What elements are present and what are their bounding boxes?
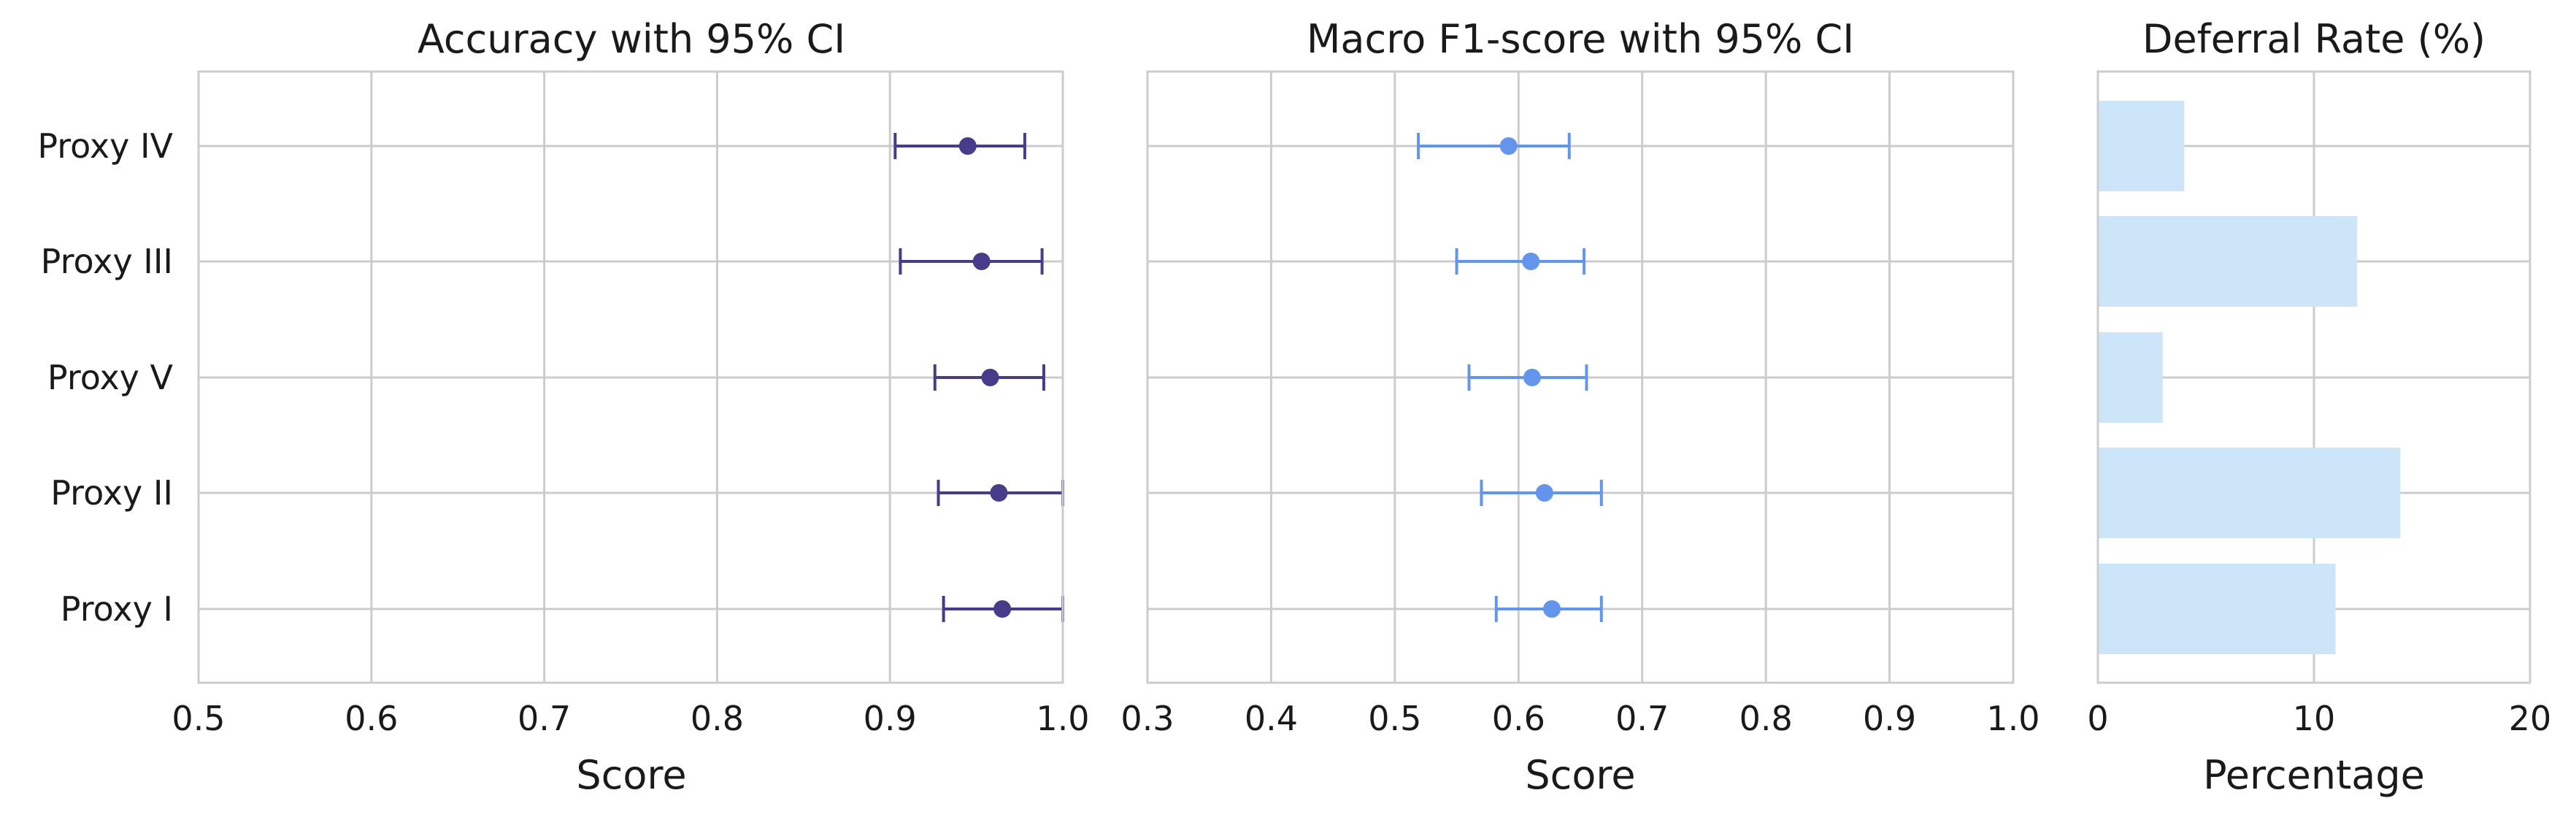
- deferral-rate-bar: [2098, 448, 2401, 538]
- accuracy-title: Accuracy with 95% CI: [418, 16, 845, 62]
- macro-f1-point: [1499, 137, 1518, 155]
- accuracy-point: [981, 369, 999, 386]
- category-label: Proxy I: [61, 589, 173, 629]
- macro-f1-xtick-label: 0.4: [1245, 699, 1298, 738]
- macro-f1-xtick-label: 0.9: [1863, 699, 1916, 738]
- accuracy-axes-frame: [197, 70, 1064, 684]
- deferral-rate-panel: Deferral Rate (%) Percentage 0 10 20: [2087, 16, 2551, 798]
- deferral-rate-bar: [2098, 332, 2163, 423]
- macro-f1-title: Macro F1-score with 95% CI: [1307, 16, 1854, 62]
- deferral-rate-bar: [2098, 564, 2336, 654]
- macro-f1-xtick-label: 0.7: [1615, 699, 1669, 738]
- accuracy-xtick-label: 0.5: [172, 699, 225, 738]
- accuracy-xlabel: Score: [576, 752, 686, 798]
- macro-f1-point: [1535, 484, 1553, 502]
- accuracy-point: [993, 600, 1012, 618]
- accuracy-point: [958, 137, 977, 155]
- accuracy-point: [990, 484, 1008, 502]
- accuracy-xtick-label: 0.9: [864, 699, 917, 738]
- deferral-rate-title: Deferral Rate (%): [2142, 16, 2485, 62]
- deferral-rate-xtick-label: 10: [2293, 699, 2336, 738]
- macro-f1-xlabel: Score: [1525, 752, 1635, 798]
- deferral-rate-bar: [2098, 216, 2358, 307]
- accuracy-point: [972, 253, 991, 270]
- category-label: Proxy IV: [37, 126, 173, 166]
- macro-f1-xtick-label: 0.3: [1120, 699, 1174, 738]
- accuracy-xtick-label: 0.7: [518, 699, 571, 738]
- deferral-rate-xtick-label: 0: [2087, 699, 2108, 738]
- accuracy-xtick-label: 0.8: [691, 699, 744, 738]
- macro-f1-xtick-label: 0.5: [1368, 699, 1421, 738]
- accuracy-panel: Accuracy with 95% CI Score 0.5 0.6 0.7 0.8 0…: [37, 16, 1089, 798]
- macro-f1-xtick-label: 1.0: [1986, 699, 2039, 738]
- category-label: Proxy III: [41, 242, 173, 281]
- macro-f1-xtick-label: 0.8: [1739, 699, 1793, 738]
- macro-f1-xtick-label: 0.6: [1492, 699, 1545, 738]
- deferral-rate-axes-frame: [2096, 70, 2531, 684]
- macro-f1-axes-frame: [1146, 70, 2015, 684]
- accuracy-xtick-label: 0.6: [345, 699, 398, 738]
- macro-f1-panel: Macro F1-score with 95% CI Score 0.3 0.4 0…: [1120, 16, 2039, 798]
- accuracy-xtick-label: 1.0: [1036, 699, 1089, 738]
- category-label: Proxy V: [47, 358, 174, 397]
- macro-f1-point: [1543, 600, 1561, 618]
- deferral-rate-xtick-label: 20: [2509, 699, 2552, 738]
- deferral-rate-xlabel: Percentage: [2203, 752, 2425, 798]
- macro-f1-point: [1523, 369, 1541, 386]
- macro-f1-point: [1522, 253, 1540, 270]
- category-label: Proxy II: [50, 473, 173, 513]
- deferral-rate-bar: [2098, 101, 2185, 191]
